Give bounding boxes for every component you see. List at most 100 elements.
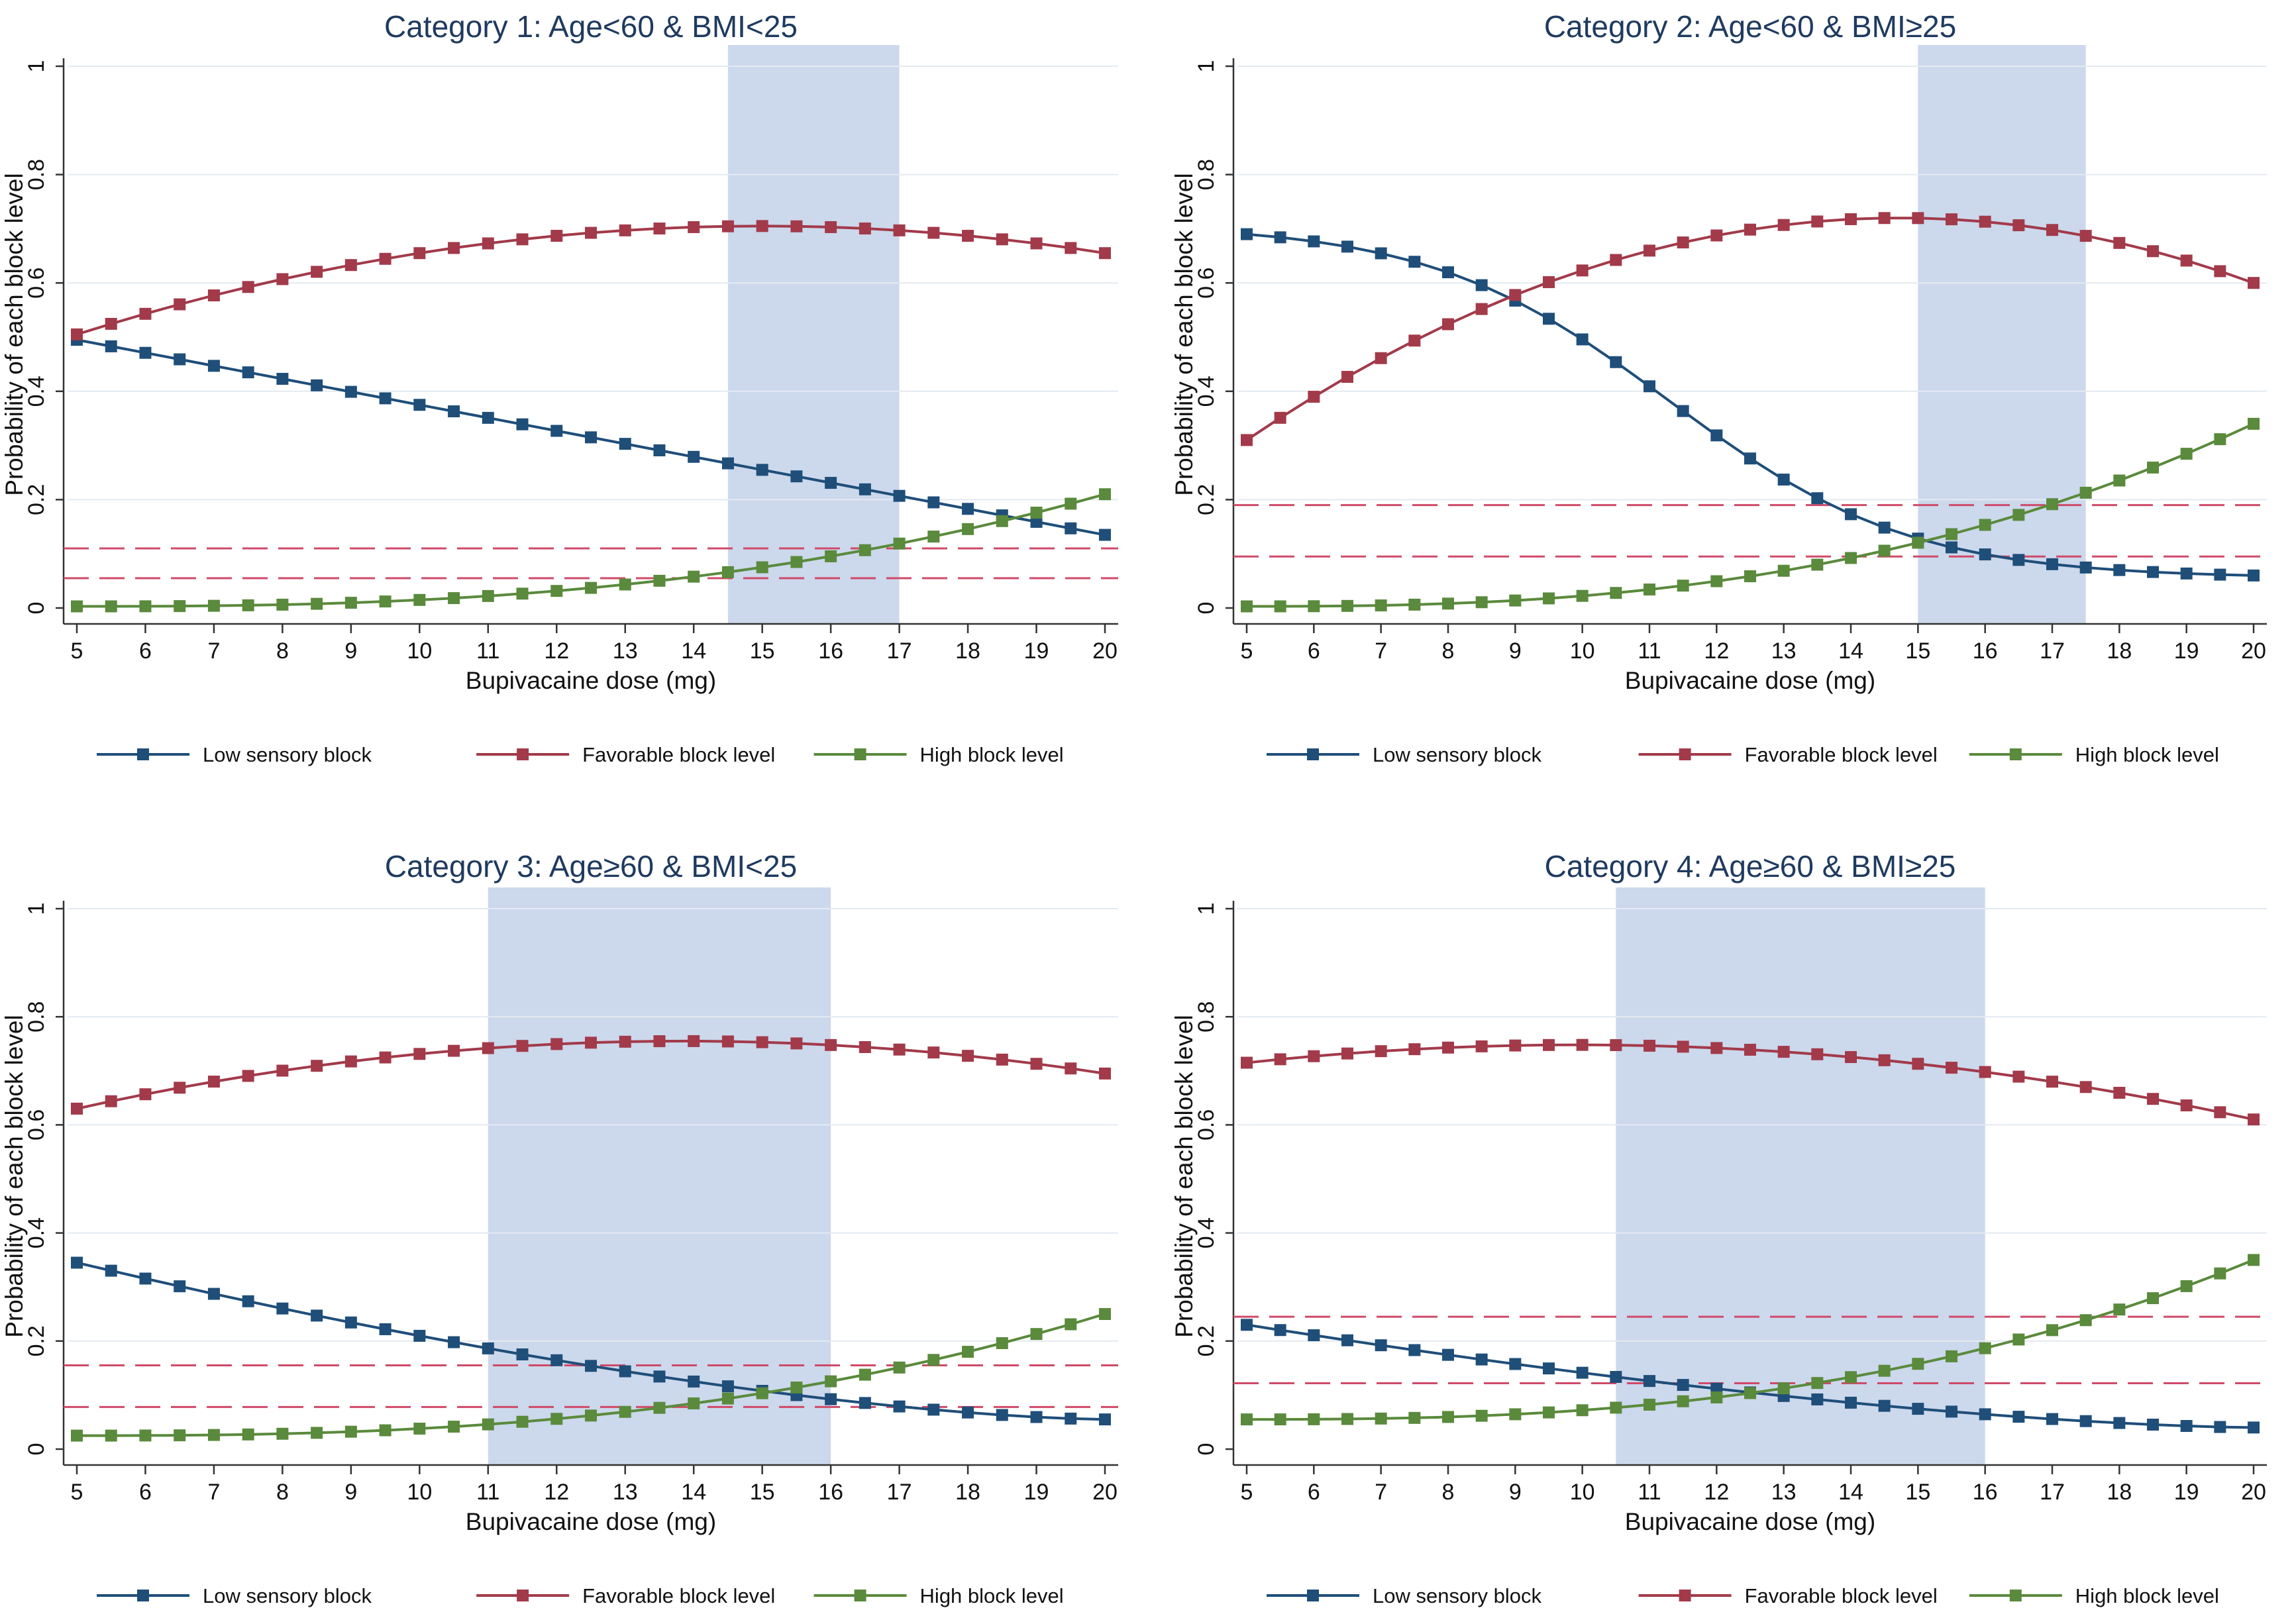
y-tick-label: 0.4 [1194,1217,1219,1248]
low-sensory-block-marker [1241,228,1253,240]
y-tick-label: 0 [1194,1443,1219,1456]
favorable-block-level-marker [1274,411,1286,424]
favorable-block-level-marker [859,222,871,234]
high-block-level-marker [344,597,357,609]
high-block-level-marker [2012,509,2025,521]
chart-panel-4: Category 4: Age≥60 & BMI≥25 0 0.2 0.4 0.6 0.8… [1171,849,2267,1607]
favorable-block-level-marker [276,273,289,285]
favorable-block-level-marker [1308,391,1320,403]
favorable-block-level-marker [1845,213,1857,225]
high-block-level-marker [962,1346,974,1358]
high-block-level-marker [379,595,391,608]
high-block-level-marker [790,556,803,568]
high-block-level-marker [482,589,494,602]
favorable-block-level-line [1245,217,2254,442]
favorable-block-level-marker [174,1082,186,1094]
low-sensory-block-marker [1408,1344,1421,1356]
favorable-block-level-marker [71,328,83,340]
high-block-level-marker [482,1418,494,1431]
x-tick-label: 6 [139,1480,152,1505]
favorable-block-level-marker [585,227,597,239]
legend: Low sensory block Favorable block level Hi… [1267,1584,2219,1607]
low-sensory-block-marker [242,1295,254,1307]
low-sensory-block-marker [550,1354,563,1366]
favorable-block-level-marker [1946,1062,1957,1074]
low-sensory-block-marker [1241,1319,1253,1331]
favorable-block-level-marker [1241,434,1253,446]
x-tick-label: 14 [1838,1480,1863,1505]
high-block-level-marker [448,1421,460,1433]
favorable-block-level-marker [1710,1042,1723,1054]
x-axis-label: Bupivacaine dose (mg) [1625,667,1875,694]
high-block-level-marker [653,574,666,587]
favorable-block-level-marker [344,1055,357,1068]
y-tick-label: 0 [1194,602,1219,615]
low-sensory-block-marker [962,1406,974,1419]
low-sensory-block-marker [1845,508,1857,521]
favorable-block-level-marker [516,233,529,246]
x-tick-label: 15 [1905,638,1930,664]
high-block-level-marker [1341,1413,1353,1425]
favorable-block-level-marker [1979,1066,1991,1078]
legend-label-favorable-block-level: Favorable block level [582,743,775,766]
favorable-block-level-marker [550,230,563,242]
favorable-block-level-marker [2248,277,2260,289]
legend-label-favorable-block-level: Favorable block level [582,1584,775,1607]
high-block-level-marker [1979,1342,1991,1354]
low-sensory-block-marker [1543,1362,1555,1375]
low-sensory-block-marker [996,1409,1008,1421]
high-block-level-marker [1912,536,1924,549]
low-sensory-block-marker [276,1302,289,1315]
favorable-block-level-marker [2046,1076,2058,1088]
high-block-level-marker [1946,528,1957,540]
x-tick-label: 17 [2040,1480,2065,1505]
y-tick-label: 0.8 [24,1001,49,1033]
favorable-block-level-marker [2248,1113,2260,1126]
low-sensory-block-marker [413,1329,426,1342]
favorable-block-level-marker [1442,318,1454,330]
high-block-level-marker [2248,1254,2260,1266]
high-block-level-marker [688,1397,700,1409]
low-sensory-block-marker [174,1280,186,1293]
favorable-block-level-marker [996,233,1008,246]
high-block-level-marker [448,592,460,605]
favorable-block-level-marker [2180,254,2193,267]
low-sensory-block-marker [927,496,940,509]
favorable-block-level-marker [893,224,906,236]
favorable-block-level-marker [2113,1086,2126,1099]
low-sensory-block-marker [1979,548,1991,561]
favorable-block-level-marker [1341,371,1353,383]
high-block-level-marker [2214,433,2226,446]
x-tick-label: 19 [2174,1480,2199,1505]
x-tick-label: 12 [544,1480,569,1505]
legend-label-high-block-level: High block level [920,743,1064,766]
high-block-level-marker [1099,488,1111,501]
panel-title: Category 4: Age≥60 & BMI≥25 [1545,849,1956,884]
low-sensory-block-marker [962,503,974,515]
low-sensory-block-marker [2214,1421,2226,1433]
favorable-block-level-marker [482,1042,494,1054]
low-sensory-block-marker [1912,1403,1924,1415]
low-sensory-block-marker [619,1365,631,1378]
high-block-level-marker [2079,486,2092,499]
high-block-level-marker [1308,600,1320,613]
x-tick-label: 17 [2040,638,2065,664]
high-block-level-marker [1274,1413,1286,1426]
low-sensory-block-marker [413,399,426,411]
low-sensory-block-marker [1408,256,1421,268]
y-tick-label: 0 [24,1443,49,1456]
low-sensory-block-marker [1777,474,1790,486]
legend-swatch-marker [137,1590,149,1601]
x-tick-label: 12 [544,638,569,664]
y-axis-label: Probability of each block level [1,1015,28,1337]
x-tick-label: 19 [1024,1480,1049,1505]
y-tick-label: 0.2 [1194,1325,1219,1356]
favorable-block-level-marker [585,1037,597,1049]
high-block-level-marker [1811,558,1824,571]
high-block-level-marker [1576,589,1589,602]
low-sensory-block-marker [2147,566,2159,578]
low-sensory-block-marker [174,353,186,366]
high-block-level-marker [1543,1406,1555,1419]
favorable-block-level-marker [2147,1093,2159,1105]
favorable-block-level-marker [482,237,494,250]
